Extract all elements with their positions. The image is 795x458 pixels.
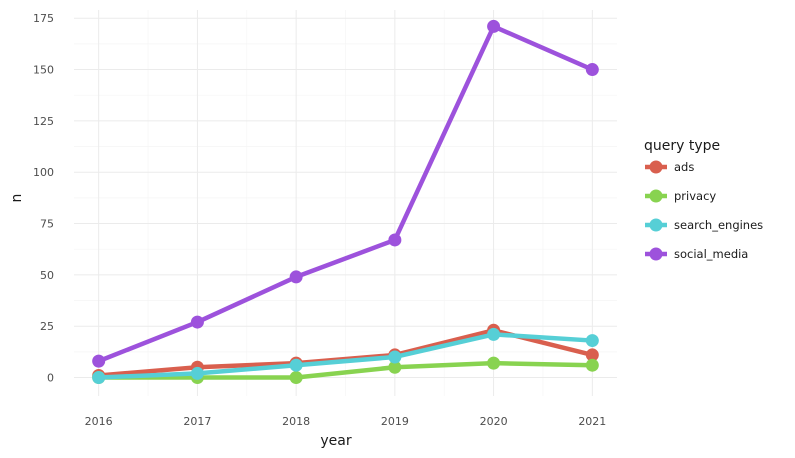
x-tick-label: 2020 bbox=[480, 415, 508, 428]
data-point bbox=[487, 356, 501, 370]
x-axis-ticks: 2016 2017 2018 2019 2020 2021 bbox=[85, 415, 607, 428]
legend-label: search_engines bbox=[674, 218, 763, 232]
data-point bbox=[289, 270, 303, 284]
data-point bbox=[92, 354, 106, 368]
series-group bbox=[92, 19, 599, 385]
legend-swatch-point bbox=[649, 189, 663, 203]
y-tick-label: 25 bbox=[40, 320, 54, 333]
grid bbox=[74, 10, 617, 396]
x-tick-label: 2021 bbox=[578, 415, 606, 428]
data-point bbox=[388, 233, 402, 247]
data-point bbox=[289, 358, 303, 372]
x-tick-label: 2019 bbox=[381, 415, 409, 428]
y-tick-label: 175 bbox=[33, 12, 54, 25]
legend-swatch-point bbox=[649, 160, 663, 174]
series-line bbox=[96, 360, 595, 380]
legend-item-search_engines: search_engines bbox=[645, 218, 763, 232]
y-tick-label: 125 bbox=[33, 115, 54, 128]
y-tick-label: 150 bbox=[33, 64, 54, 77]
series-line bbox=[96, 332, 595, 380]
data-point bbox=[190, 366, 204, 380]
data-point bbox=[487, 19, 501, 33]
data-point bbox=[190, 315, 204, 329]
legend-item-privacy: privacy bbox=[645, 189, 716, 203]
legend-item-social_media: social_media bbox=[645, 247, 748, 261]
data-point bbox=[388, 350, 402, 364]
x-tick-label: 2017 bbox=[183, 415, 211, 428]
y-tick-label: 0 bbox=[47, 372, 54, 385]
data-point bbox=[92, 371, 106, 385]
data-point bbox=[487, 327, 501, 341]
data-point bbox=[585, 334, 599, 348]
data-point bbox=[585, 358, 599, 372]
legend-label: social_media bbox=[674, 247, 748, 261]
legend-label: ads bbox=[674, 160, 694, 174]
legend: query type ads privacy search_enginessocia… bbox=[644, 138, 763, 261]
legend-item-ads: ads bbox=[645, 160, 694, 174]
x-axis-title: year bbox=[320, 433, 351, 449]
y-axis-ticks: 0 25 50 75 100 125 150 175 bbox=[33, 12, 54, 384]
data-point bbox=[289, 371, 303, 385]
y-tick-label: 75 bbox=[40, 218, 54, 231]
data-point bbox=[585, 63, 599, 77]
data-point bbox=[388, 360, 402, 374]
series-social_media bbox=[92, 19, 599, 368]
legend-swatch-point bbox=[649, 218, 663, 232]
y-axis-title: n bbox=[9, 194, 25, 203]
y-tick-label: 50 bbox=[40, 269, 54, 282]
x-tick-label: 2016 bbox=[85, 415, 113, 428]
series-line bbox=[96, 24, 595, 364]
series-search_engines bbox=[92, 327, 599, 385]
x-tick-label: 2018 bbox=[282, 415, 310, 428]
legend-label: privacy bbox=[674, 189, 716, 203]
legend-swatch-point bbox=[649, 247, 663, 261]
legend-title: query type bbox=[644, 138, 720, 154]
data-point bbox=[585, 348, 599, 362]
y-tick-label: 100 bbox=[33, 166, 54, 179]
